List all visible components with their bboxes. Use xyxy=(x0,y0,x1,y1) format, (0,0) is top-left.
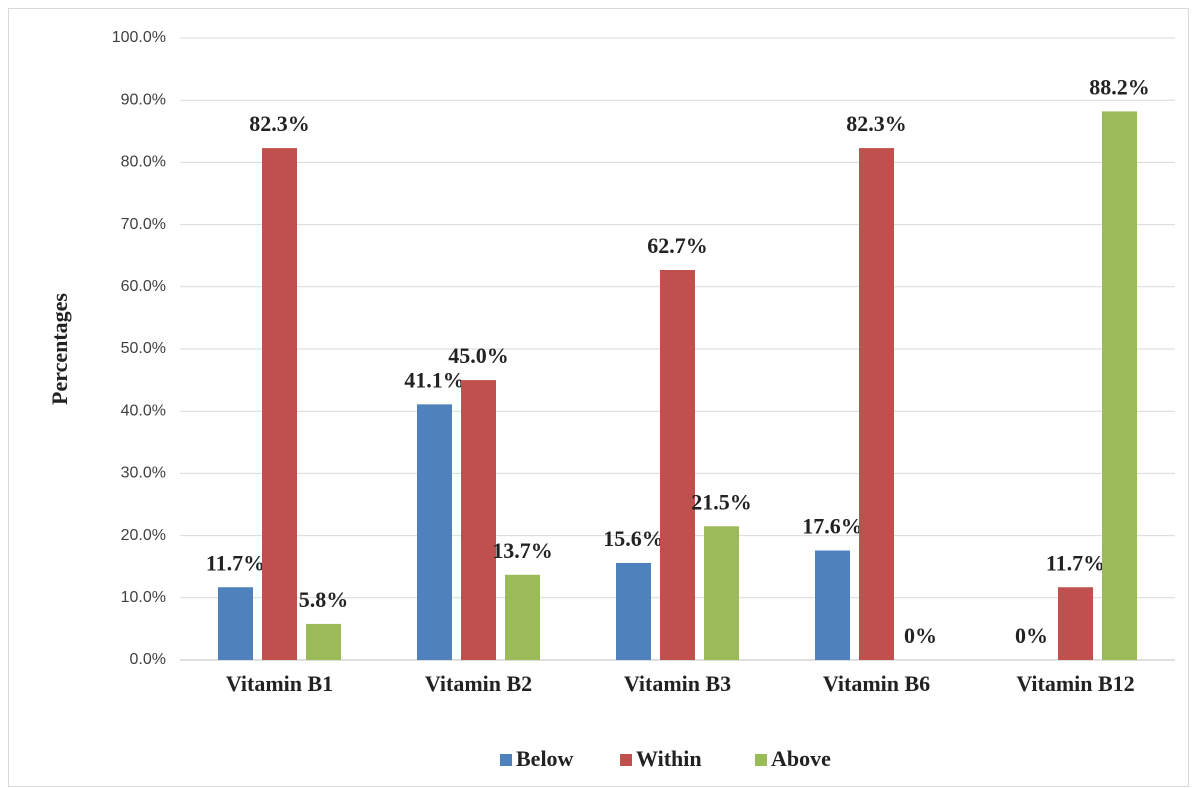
x-tick-label: Vitamin B3 xyxy=(624,671,731,696)
bar xyxy=(704,526,739,660)
data-label: 62.7% xyxy=(647,233,708,258)
bar xyxy=(1058,587,1093,660)
legend-label: Within xyxy=(636,746,702,771)
legend-label: Above xyxy=(771,746,831,771)
data-label: 11.7% xyxy=(1046,550,1105,575)
x-tick-label: Vitamin B6 xyxy=(823,671,930,696)
data-label: 82.3% xyxy=(249,111,310,136)
bar xyxy=(417,404,452,660)
y-axis-label: Percentages xyxy=(47,293,72,405)
chart-border xyxy=(8,8,1189,787)
y-tick-label: 10.0% xyxy=(121,589,166,606)
data-label: 13.7% xyxy=(492,538,553,563)
bar xyxy=(461,380,496,660)
data-label: 21.5% xyxy=(691,489,752,514)
data-label: 17.6% xyxy=(802,514,863,539)
y-tick-label: 0.0% xyxy=(130,651,166,668)
bar xyxy=(660,270,695,660)
data-label: 82.3% xyxy=(846,111,907,136)
data-label: 0% xyxy=(904,623,937,648)
bar xyxy=(1102,111,1137,660)
data-label: 5.8% xyxy=(299,587,349,612)
x-tick-label: Vitamin B12 xyxy=(1016,671,1134,696)
legend-swatch xyxy=(755,754,767,766)
legend-label: Below xyxy=(516,746,574,771)
bar xyxy=(306,623,341,660)
x-tick-label: Vitamin B2 xyxy=(425,671,532,696)
x-tick-label: Vitamin B1 xyxy=(226,671,333,696)
y-tick-label: 100.0% xyxy=(112,29,166,46)
data-label: 41.1% xyxy=(404,367,465,392)
legend-swatch xyxy=(620,754,632,766)
bar xyxy=(815,550,850,660)
bar xyxy=(859,148,894,660)
data-label: 15.6% xyxy=(603,526,664,551)
y-tick-label: 60.0% xyxy=(121,278,166,295)
bar xyxy=(505,574,540,660)
y-tick-label: 40.0% xyxy=(121,402,166,419)
y-tick-label: 30.0% xyxy=(121,465,166,482)
bar xyxy=(262,148,297,660)
y-tick-label: 80.0% xyxy=(121,154,166,171)
bar xyxy=(218,587,253,660)
data-label: 0% xyxy=(1015,623,1048,648)
data-label: 11.7% xyxy=(206,550,265,575)
y-tick-label: 50.0% xyxy=(121,340,166,357)
y-tick-label: 20.0% xyxy=(121,527,166,544)
y-tick-label: 70.0% xyxy=(121,216,166,233)
data-label: 45.0% xyxy=(448,343,509,368)
legend-swatch xyxy=(500,754,512,766)
y-tick-label: 90.0% xyxy=(121,91,166,108)
bar xyxy=(616,562,651,660)
data-label: 88.2% xyxy=(1089,74,1150,99)
